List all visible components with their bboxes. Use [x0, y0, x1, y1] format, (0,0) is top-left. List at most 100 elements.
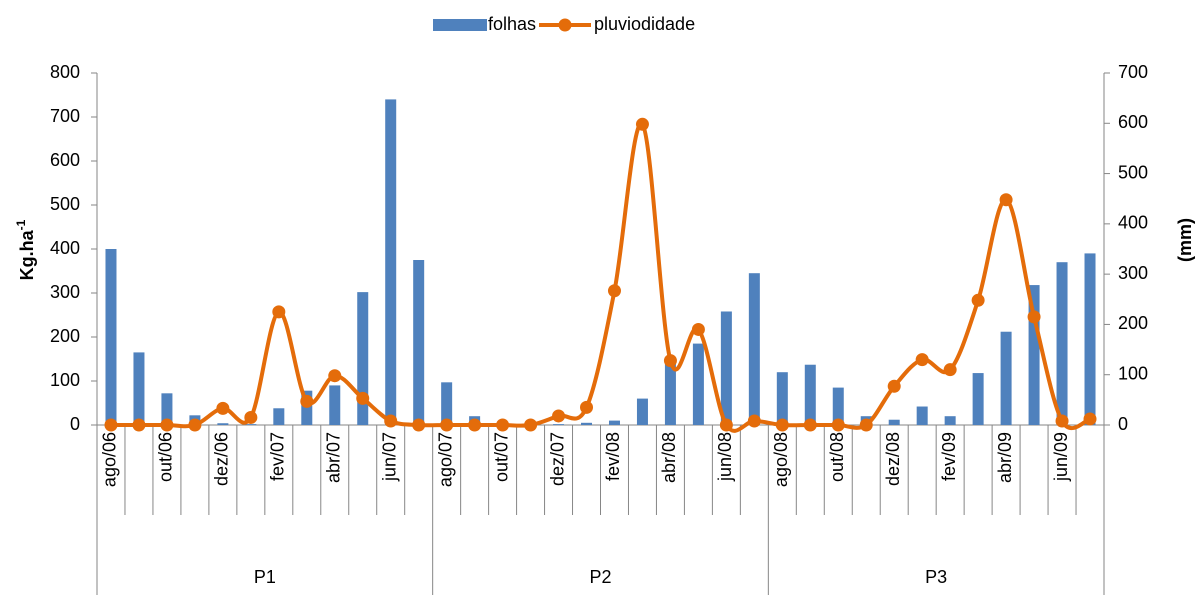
x-tick-label: dez/08: [883, 432, 903, 486]
y2-tick-label: 600: [1118, 112, 1148, 132]
x-tick-label: abr/08: [659, 432, 679, 483]
bar: [692, 343, 704, 425]
x-tick-label: out/07: [491, 432, 511, 482]
y2-tick-label: 300: [1118, 263, 1148, 283]
bar: [217, 423, 229, 425]
bar: [329, 385, 341, 425]
bar: [385, 99, 397, 426]
group-label: P1: [254, 567, 276, 587]
bar: [1028, 285, 1040, 425]
bar: [245, 424, 257, 425]
x-tick-label: dez/07: [547, 432, 567, 486]
y2-tick-label: 0: [1118, 414, 1128, 434]
y-tick-label: 500: [50, 194, 80, 214]
bar: [804, 364, 816, 425]
bar: [888, 419, 900, 425]
y2-tick-label: 500: [1118, 162, 1148, 182]
x-tick-label: ago/08: [771, 432, 791, 487]
bar: [357, 292, 369, 425]
bar: [720, 311, 732, 425]
group-label: P2: [589, 567, 611, 587]
y-axis-label: Kg.ha-1: [14, 219, 37, 280]
line-marker: [663, 354, 677, 368]
line-marker: [831, 418, 845, 432]
line-marker: [188, 418, 202, 432]
bar: [608, 420, 620, 425]
bar: [161, 393, 173, 425]
line-marker: [328, 369, 342, 383]
line-marker: [859, 418, 873, 432]
x-tick-label: dez/06: [212, 432, 232, 486]
bar: [553, 424, 565, 425]
line-marker: [160, 418, 174, 432]
y2-tick-label: 100: [1118, 363, 1148, 383]
line-marker: [412, 418, 426, 432]
line-marker: [440, 418, 454, 432]
bar: [1084, 253, 1096, 425]
x-tick-label: ago/06: [100, 432, 120, 487]
bar: [916, 406, 928, 425]
x-tick-label: abr/07: [324, 432, 344, 483]
line-marker: [132, 418, 146, 432]
line-marker: [803, 418, 817, 432]
line-marker: [244, 410, 258, 424]
y-tick-label: 200: [50, 326, 80, 346]
line: [110, 121, 1091, 433]
line-marker: [747, 414, 761, 428]
y-label-text: Kg.ha: [17, 229, 37, 280]
bar: [1000, 331, 1012, 425]
legend-label: folhas: [488, 14, 536, 34]
x-tick-label: fev/09: [939, 432, 959, 481]
line-marker: [999, 193, 1013, 207]
x-tick-label: jun/09: [1051, 432, 1071, 482]
y-tick-label: 400: [50, 238, 80, 258]
bar: [133, 352, 145, 425]
y2-tick-label: 200: [1118, 313, 1148, 333]
line-marker: [552, 409, 566, 423]
line-marker: [775, 418, 789, 432]
x-tick-label: out/08: [827, 432, 847, 482]
legend-label: pluviodidade: [594, 14, 695, 34]
bar: [441, 382, 453, 425]
x-tick-label: abr/09: [995, 432, 1015, 483]
x-tick-label: fev/08: [603, 432, 623, 481]
bar: [636, 398, 648, 425]
y-tick-label: 700: [50, 106, 80, 126]
line-marker: [915, 353, 929, 367]
line-marker: [943, 363, 957, 377]
legend-marker: [558, 18, 572, 32]
line-marker: [300, 394, 314, 408]
bar: [664, 363, 676, 425]
bar: [105, 249, 117, 425]
bar: [273, 408, 285, 425]
line-marker: [216, 401, 230, 415]
x-tick-label: out/06: [156, 432, 176, 482]
bar: [581, 422, 593, 425]
y-label-superscript: -1: [14, 219, 28, 230]
bar: [413, 260, 425, 425]
y2-tick-label: 400: [1118, 213, 1148, 233]
bar: [776, 372, 788, 425]
y2-axis-label: (mm): [1175, 218, 1195, 262]
line-marker: [384, 414, 398, 428]
line-marker: [971, 293, 985, 307]
legend-swatch: [433, 19, 487, 31]
y-tick-label: 600: [50, 150, 80, 170]
line-marker: [719, 418, 733, 432]
y-tick-label: 0: [70, 414, 80, 434]
x-tick-label: jun/07: [379, 432, 399, 482]
line-marker: [580, 400, 594, 414]
line-marker: [272, 305, 286, 319]
line-marker: [104, 418, 118, 432]
y2-tick-label: 700: [1118, 62, 1148, 82]
line-marker: [691, 322, 705, 336]
bar: [832, 387, 844, 425]
line-marker: [468, 418, 482, 432]
bar: [944, 416, 956, 425]
group-label: P3: [925, 567, 947, 587]
line-marker: [607, 284, 621, 298]
line-marker: [1055, 414, 1069, 428]
x-tick-label: fev/07: [268, 432, 288, 481]
y-tick-label: 100: [50, 370, 80, 390]
